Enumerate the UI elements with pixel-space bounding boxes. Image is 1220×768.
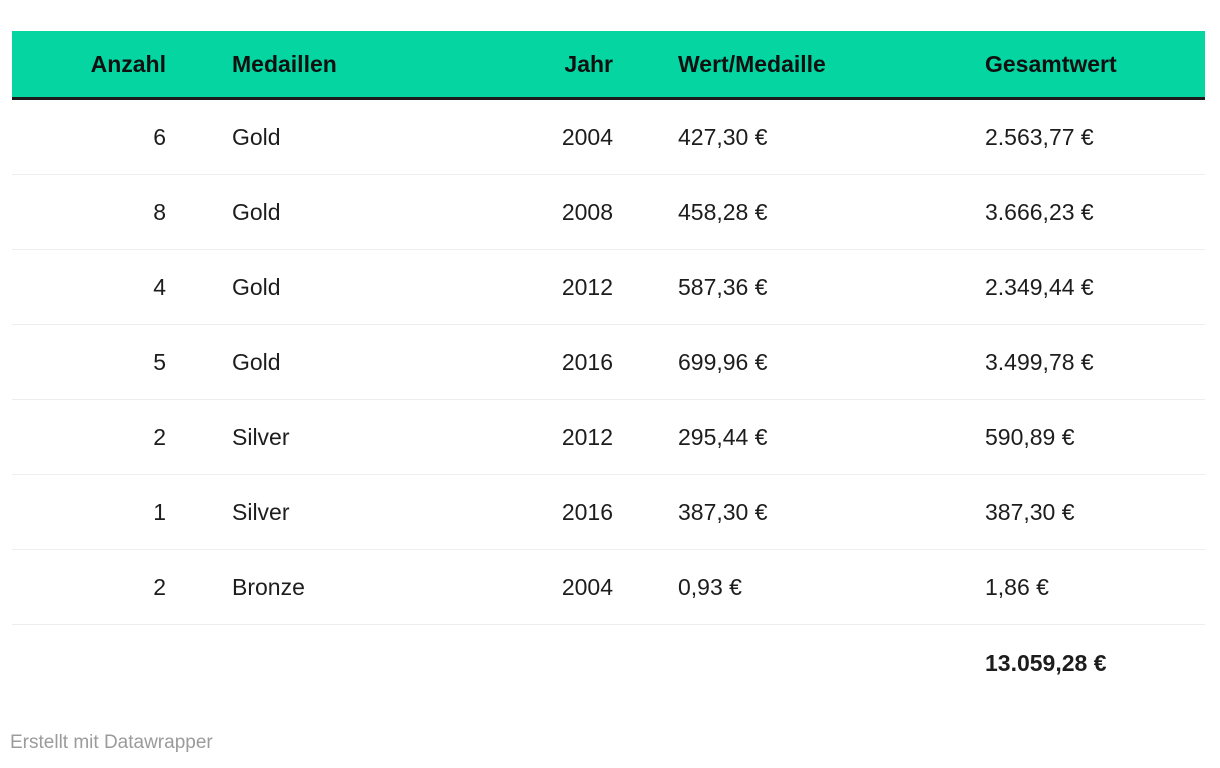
cell-medaillen: Gold: [182, 174, 472, 250]
cell-jahr: 2008: [472, 174, 629, 250]
cell-wert-medaille: 699,96 €: [629, 324, 919, 400]
cell-jahr: 2004: [472, 549, 629, 625]
cell-gesamtwert: 3.499,78 €: [919, 324, 1205, 400]
cell-wert-medaille: 295,44 €: [629, 399, 919, 475]
cell-medaillen: Gold: [182, 249, 472, 325]
cell-anzahl: 2: [12, 549, 182, 625]
medals-value-table-container: Anzahl Medaillen Jahr Wert/Medaille Gesa…: [12, 31, 1205, 701]
cell-gesamtwert: 1,86 €: [919, 549, 1205, 625]
total-gesamtwert-value: 13.059,28 €: [919, 624, 1205, 701]
cell-wert-medaille: 387,30 €: [629, 474, 919, 550]
table-row: 5 Gold 2016 699,96 € 3.499,78 €: [12, 324, 1205, 400]
table-row: 8 Gold 2008 458,28 € 3.666,23 €: [12, 174, 1205, 250]
column-header-jahr: Jahr: [472, 31, 629, 100]
cell-jahr: 2004: [472, 98, 629, 175]
column-header-anzahl: Anzahl: [12, 31, 182, 100]
total-cell-empty: [182, 624, 472, 701]
cell-jahr: 2016: [472, 324, 629, 400]
cell-jahr: 2012: [472, 249, 629, 325]
cell-wert-medaille: 427,30 €: [629, 98, 919, 175]
table-row: 4 Gold 2012 587,36 € 2.349,44 €: [12, 249, 1205, 325]
cell-gesamtwert: 387,30 €: [919, 474, 1205, 550]
datawrapper-credit: Erstellt mit Datawrapper: [10, 732, 213, 753]
cell-anzahl: 1: [12, 474, 182, 550]
table-row: 6 Gold 2004 427,30 € 2.563,77 €: [12, 98, 1205, 175]
cell-gesamtwert: 3.666,23 €: [919, 174, 1205, 250]
cell-anzahl: 4: [12, 249, 182, 325]
cell-anzahl: 8: [12, 174, 182, 250]
table-row: 1 Silver 2016 387,30 € 387,30 €: [12, 474, 1205, 550]
cell-wert-medaille: 458,28 €: [629, 174, 919, 250]
cell-medaillen: Silver: [182, 399, 472, 475]
cell-gesamtwert: 2.563,77 €: [919, 98, 1205, 175]
column-header-gesamtwert: Gesamtwert: [919, 31, 1205, 100]
total-cell-empty: [472, 624, 629, 701]
total-cell-empty: [12, 624, 182, 701]
table-header-row: Anzahl Medaillen Jahr Wert/Medaille Gesa…: [12, 31, 1205, 100]
medals-value-table: Anzahl Medaillen Jahr Wert/Medaille Gesa…: [12, 31, 1205, 701]
cell-anzahl: 6: [12, 98, 182, 175]
cell-jahr: 2016: [472, 474, 629, 550]
total-row: 13.059,28 €: [12, 624, 1205, 701]
column-header-wert-medaille: Wert/Medaille: [629, 31, 919, 100]
cell-gesamtwert: 2.349,44 €: [919, 249, 1205, 325]
cell-anzahl: 2: [12, 399, 182, 475]
table-row: 2 Bronze 2004 0,93 € 1,86 €: [12, 549, 1205, 625]
cell-wert-medaille: 0,93 €: [629, 549, 919, 625]
cell-medaillen: Silver: [182, 474, 472, 550]
cell-medaillen: Bronze: [182, 549, 472, 625]
cell-medaillen: Gold: [182, 98, 472, 175]
cell-anzahl: 5: [12, 324, 182, 400]
table-row: 2 Silver 2012 295,44 € 590,89 €: [12, 399, 1205, 475]
total-cell-empty: [629, 624, 919, 701]
cell-wert-medaille: 587,36 €: [629, 249, 919, 325]
column-header-medaillen: Medaillen: [182, 31, 472, 100]
cell-medaillen: Gold: [182, 324, 472, 400]
cell-jahr: 2012: [472, 399, 629, 475]
cell-gesamtwert: 590,89 €: [919, 399, 1205, 475]
